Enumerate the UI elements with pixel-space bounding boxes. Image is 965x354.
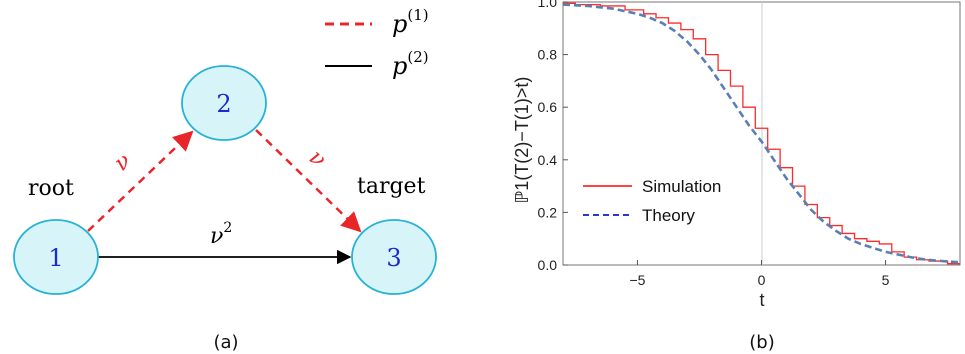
edge-1-to-2 bbox=[87, 130, 194, 232]
edge-1-2-label: ν bbox=[110, 149, 136, 177]
y-tick-label: 0.2 bbox=[538, 204, 558, 220]
node-1-label: 1 bbox=[48, 244, 63, 272]
panel-a-legend: p(1) p(2) bbox=[325, 6, 429, 80]
legend-simulation-label: Simulation bbox=[642, 177, 721, 196]
node-2-label: 2 bbox=[216, 90, 231, 118]
legend-p1-label: p(1) bbox=[392, 6, 429, 38]
y-tick-label: 0.8 bbox=[538, 47, 558, 63]
legend-theory-label: Theory bbox=[642, 206, 695, 225]
panel-a: p(1) p(2) ν ν ν2 2 1 3 root target (a) bbox=[13, 6, 437, 353]
node-3: 3 bbox=[351, 219, 437, 295]
node-2: 2 bbox=[181, 65, 267, 141]
edge-1-3-label: ν2 bbox=[210, 220, 232, 249]
node-3-label: 3 bbox=[386, 244, 401, 272]
x-axis-label: t bbox=[759, 290, 764, 310]
x-tick-label: 0 bbox=[758, 272, 766, 288]
legend-p2-label: p(2) bbox=[392, 48, 429, 80]
caption-a: (a) bbox=[213, 332, 238, 353]
chart-legend: Simulation Theory bbox=[583, 177, 721, 225]
root-label: root bbox=[28, 176, 74, 201]
series-lines bbox=[562, 2, 961, 265]
y-tick-label: 0.0 bbox=[538, 257, 558, 273]
x-ticks: −5 0 5 bbox=[629, 260, 890, 288]
edge-2-3-label: ν bbox=[304, 145, 330, 173]
y-tick-label: 1.0 bbox=[538, 0, 558, 10]
caption-b: (b) bbox=[749, 332, 774, 353]
series-line-simulation bbox=[563, 2, 960, 265]
series-line-theory bbox=[562, 3, 961, 264]
y-ticks: 0.0 0.2 0.4 0.6 0.8 1.0 bbox=[538, 0, 568, 273]
target-label: target bbox=[357, 174, 426, 199]
y-tick-label: 0.4 bbox=[538, 152, 558, 168]
y-axis-label: ℙ1(T(2)−T(1)>t) bbox=[512, 77, 532, 204]
y-tick-label: 0.6 bbox=[538, 99, 558, 115]
x-tick-label: −5 bbox=[629, 272, 645, 288]
panel-b: 0.00.20.40.60.81.0 −5 0 5 ℙ1(T(2)−T(1)>t) … bbox=[512, 0, 961, 353]
x-tick-label: 5 bbox=[882, 272, 890, 288]
node-1: 1 bbox=[13, 219, 99, 295]
edge-2-to-3 bbox=[255, 129, 362, 233]
